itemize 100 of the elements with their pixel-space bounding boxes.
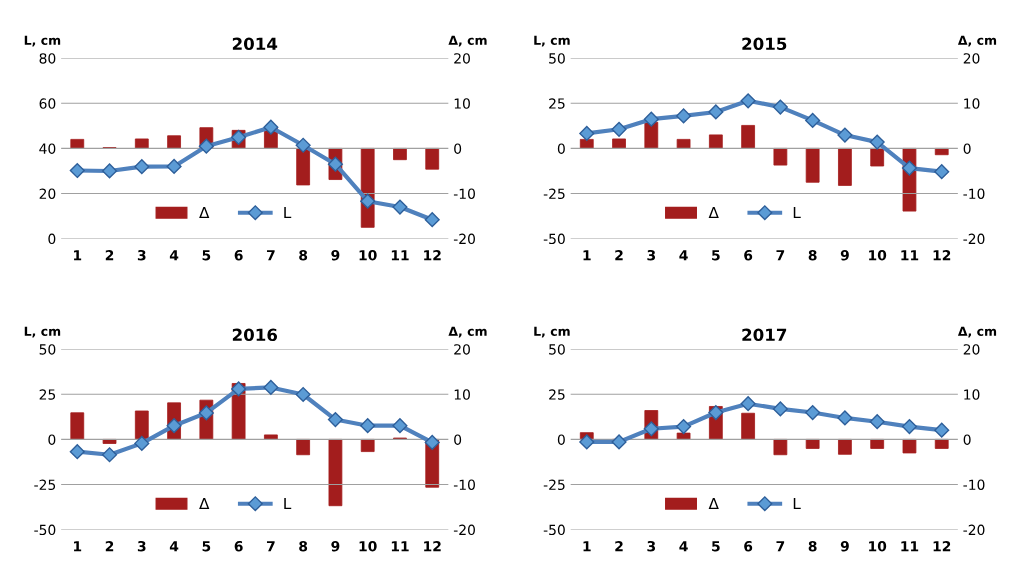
y-tick-label: 0 — [557, 143, 565, 154]
y2-tick-label: 0 — [454, 434, 462, 445]
x-tick-label: 8 — [808, 540, 817, 552]
y2-tick-label: -10 — [963, 188, 985, 199]
y2-tick-label: 0 — [963, 434, 971, 445]
x-tick-label: 2 — [615, 249, 623, 261]
chart-title: 2017 — [742, 328, 787, 342]
x-tick-label: 4 — [169, 250, 179, 261]
x-tick-label: 2 — [105, 249, 114, 261]
x-tick-label: 1 — [583, 250, 591, 261]
x-tick-label: 8 — [299, 249, 308, 261]
y-tick-label: -50 — [543, 233, 565, 245]
y2-tick-label: 10 — [454, 389, 470, 400]
y-axis-title: L, cm — [24, 326, 61, 338]
x-tick-label: 5 — [712, 541, 720, 552]
x-tick-label: 5 — [712, 250, 720, 261]
y2-tick-label: -10 — [453, 188, 475, 199]
x-tick-label: 6 — [234, 540, 243, 552]
x-tick-label: 9 — [331, 249, 340, 261]
y-tick-label: -50 — [543, 524, 565, 536]
x-tick-label: 10 — [359, 249, 377, 261]
x-tick-label: 3 — [137, 249, 146, 261]
x-tick-label: 7 — [776, 541, 785, 552]
x-tick-label: 9 — [840, 540, 849, 552]
y2-axis-title: Δ, cm — [957, 35, 997, 47]
x-tick-label: 2 — [615, 540, 623, 552]
x-tick-label: 5 — [202, 541, 211, 552]
y2-axis-title: Δ, cm — [957, 326, 997, 338]
x-tick-label: 11 — [901, 541, 919, 552]
chart-title: 2016 — [232, 328, 278, 342]
y2-tick-label: 10 — [964, 98, 980, 109]
y-tick-label: 50 — [549, 53, 565, 64]
x-tick-label: 12 — [424, 249, 441, 261]
y2-tick-label: 20 — [454, 53, 470, 64]
x-tick-label: 4 — [169, 541, 179, 552]
x-tick-label: 11 — [391, 250, 409, 261]
x-tick-label: 8 — [299, 540, 308, 552]
y2-tick-label: 0 — [454, 143, 462, 154]
x-tick-label: 4 — [679, 250, 688, 261]
y-tick-label: -50 — [34, 524, 56, 536]
y2-axis-title: Δ, cm — [448, 35, 487, 47]
y-tick-label: -25 — [34, 479, 56, 490]
x-tick-label: 3 — [647, 249, 656, 261]
x-tick-label: 4 — [679, 541, 688, 552]
y2-tick-label: 20 — [963, 53, 980, 64]
y-tick-label: 25 — [549, 98, 565, 109]
y-tick-label: 25 — [39, 389, 56, 400]
x-tick-label: 11 — [391, 541, 409, 552]
y-tick-label: 0 — [48, 233, 56, 245]
y-tick-label: 20 — [39, 188, 56, 199]
y-tick-label: -25 — [543, 479, 565, 490]
y-tick-label: 0 — [48, 434, 56, 445]
legend-label: Δ — [199, 497, 210, 510]
x-tick-label: 9 — [331, 540, 340, 552]
legend-label: Δ — [708, 497, 719, 510]
y2-tick-label: 20 — [454, 344, 470, 355]
legend-label: L — [793, 497, 801, 510]
x-tick-label: 2 — [105, 540, 114, 552]
y2-tick-label: -10 — [453, 479, 475, 490]
x-tick-label: 7 — [776, 250, 785, 261]
legend-label: L — [284, 206, 292, 219]
x-tick-label: 3 — [137, 540, 146, 552]
y2-tick-label: 0 — [963, 143, 971, 154]
legend-label: Δ — [199, 206, 210, 219]
x-tick-label: 3 — [647, 540, 656, 552]
y-tick-label: 60 — [39, 98, 56, 109]
y-tick-label: 80 — [39, 53, 56, 64]
x-tick-label: 6 — [234, 249, 243, 261]
y-tick-label: 40 — [39, 143, 56, 154]
y-tick-label: 50 — [39, 344, 56, 355]
y-tick-label: 25 — [549, 389, 565, 400]
y-tick-label: -25 — [543, 188, 565, 199]
y-axis-title: L, cm — [534, 326, 570, 338]
x-tick-label: 10 — [359, 540, 377, 552]
x-tick-label: 11 — [901, 250, 919, 261]
x-tick-label: 12 — [933, 249, 951, 261]
chart-title: 2015 — [742, 37, 787, 51]
chart-title: 2014 — [232, 37, 278, 51]
y-tick-label: 0 — [557, 434, 565, 445]
y2-axis-title: Δ, cm — [448, 326, 487, 338]
x-tick-label: 5 — [202, 250, 211, 261]
x-tick-label: 6 — [744, 249, 753, 261]
y-tick-label: 50 — [549, 344, 565, 355]
x-tick-label: 9 — [840, 249, 849, 261]
x-tick-label: 1 — [74, 250, 82, 261]
x-tick-label: 1 — [74, 541, 82, 552]
y2-tick-label: -20 — [453, 524, 475, 536]
x-tick-label: 12 — [424, 540, 441, 552]
y-axis-title: L, cm — [534, 35, 570, 47]
y2-tick-label: -20 — [963, 233, 985, 245]
legend-label: Δ — [708, 206, 719, 219]
y2-tick-label: 10 — [964, 389, 980, 400]
x-tick-label: 8 — [808, 249, 817, 261]
y2-tick-label: 10 — [454, 98, 470, 109]
legend-label: L — [793, 206, 801, 219]
x-tick-label: 10 — [869, 249, 887, 261]
y2-tick-label: 20 — [963, 344, 980, 355]
x-tick-label: 10 — [869, 540, 887, 552]
y2-tick-label: -20 — [453, 233, 475, 245]
y-axis-title: L, cm — [24, 35, 61, 47]
